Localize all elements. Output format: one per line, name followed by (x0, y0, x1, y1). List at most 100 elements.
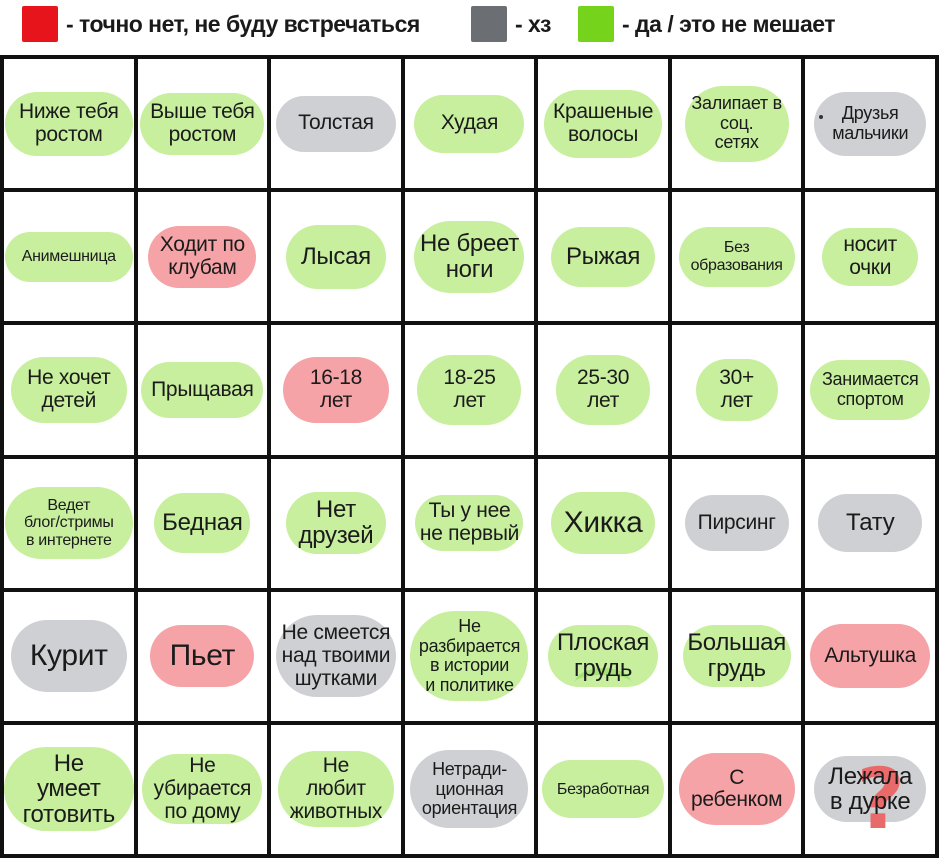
status-highlight-unsure (410, 750, 529, 829)
status-highlight-unsure (684, 495, 789, 552)
cell-label: Ведет блог/стримы в интернете (24, 497, 114, 549)
bingo-cell: Хикка (538, 458, 672, 592)
bingo-cell: Рыжая (538, 192, 672, 326)
legend: - точно нет, не буду встречаться - хз - … (0, 0, 939, 48)
bingo-cell: Не убирается по дому (137, 724, 272, 858)
bingo-cell: 16-18 лет (271, 325, 405, 459)
bingo-cell: Ведет блог/стримы в интернете (4, 458, 138, 592)
cell-label: Выше тебя ростом (150, 99, 255, 146)
bingo-grid: Ниже тебя ростом Выше тебя ростом Толстая Х… (0, 55, 939, 858)
status-highlight-no (678, 753, 795, 826)
cell-label: Нет друзей (298, 496, 374, 550)
status-highlight-yes (415, 495, 524, 552)
legend-text-unsure: - хз (515, 10, 551, 37)
cell-label: Тату (845, 509, 895, 537)
bingo-cell: Прыщавая (137, 325, 272, 459)
cell-label: 16-18 лет (309, 366, 363, 412)
bingo-cell: Лысая (271, 192, 405, 326)
status-highlight-yes (822, 227, 919, 286)
bingo-cell: С ребенком (671, 724, 806, 858)
status-highlight-yes (410, 611, 529, 702)
status-highlight-unsure (275, 95, 396, 152)
bingo-cell: Друзья мальчики (805, 59, 939, 193)
cell-label: Рыжая (565, 242, 641, 270)
bingo-cell: Выше тебя ростом (137, 59, 272, 193)
status-highlight-yes (551, 226, 656, 287)
cell-label: Хикка (563, 505, 643, 539)
cell-label: Ниже тебя ростом (19, 99, 119, 146)
cell-label: Толстая (298, 111, 374, 135)
cell-label: Худая (440, 111, 499, 135)
bingo-cell: 25-30 лет (538, 325, 672, 459)
cell-label: Бедная (162, 509, 243, 537)
status-highlight-yes (810, 359, 931, 420)
cell-label: Занимается спортом (821, 369, 919, 409)
status-highlight-yes (678, 226, 795, 287)
status-highlight-no (810, 624, 931, 689)
legend-item-unsure: - хз (471, 6, 551, 42)
bingo-cell: Не бреет ноги (404, 192, 539, 326)
bingo-cell: Бедная (137, 458, 272, 592)
cell-label: Не умеет готовить (22, 749, 116, 829)
dot-mark (819, 115, 824, 119)
bingo-cell: Курит (4, 591, 138, 725)
cell-label: Нетради- ционная ориентация (421, 759, 518, 819)
cell-label: носит очки (843, 233, 898, 279)
cell-label: 18-25 лет (443, 366, 496, 412)
bingo-cell: Пьет (137, 591, 272, 725)
bingo-cell: Альтушка (805, 591, 939, 725)
status-highlight-yes (141, 361, 264, 418)
cell-label: Анимешница (21, 248, 116, 266)
status-highlight-unsure (10, 620, 127, 693)
legend-item-yes: - да / это не мешает (578, 6, 836, 42)
bingo-cell: Не смеется над твоими шутками (271, 591, 405, 725)
cell-label: Пирсинг (697, 510, 776, 534)
bingo-cell: Не умеет готовить (4, 724, 138, 858)
cell-label: Залипает в соц. сетях (691, 93, 782, 153)
cell-label: Не смеется над твоими шутками (281, 621, 391, 690)
cell-label: Большая грудь (687, 629, 786, 683)
status-highlight-yes (285, 224, 386, 289)
status-highlight-yes (277, 751, 394, 828)
bingo-cell: 30+ лет (671, 325, 806, 459)
status-highlight-yes (4, 91, 133, 156)
bingo-cell: Худая (404, 59, 539, 193)
bingo-cell: Залипает в соц. сетях (671, 59, 806, 193)
status-highlight-yes (4, 487, 133, 560)
status-highlight-unsure (814, 91, 927, 156)
legend-swatch-green (578, 6, 614, 42)
bingo-cell: Занимается спортом (805, 325, 939, 459)
cell-label: Альтушка (824, 643, 917, 667)
bingo-cell: Тату (805, 458, 939, 592)
cell-label: Не хочет детей (27, 366, 111, 412)
status-highlight-yes (544, 89, 663, 158)
legend-text-no: - точно нет, не буду встречаться (66, 10, 420, 37)
cell-label: Крашеные волосы (553, 99, 654, 146)
cell-label: Не бреет ноги (420, 229, 519, 283)
legend-text-yes: - да / это не мешает (622, 10, 836, 37)
bingo-cell: ? Лежала в дурке (805, 724, 939, 858)
status-highlight-yes (414, 220, 525, 293)
bingo-cell: Не любит животных (271, 724, 405, 858)
status-highlight-yes (414, 94, 525, 153)
cell-label: Ходит по клубам (159, 233, 245, 279)
cell-label: Друзья мальчики (832, 103, 909, 143)
legend-swatch-red (22, 6, 58, 42)
status-highlight-yes (4, 747, 134, 832)
status-highlight-yes (551, 492, 656, 555)
bingo-cell: Анимешница (4, 192, 138, 326)
cell-label: Прыщавая (151, 377, 254, 401)
status-highlight-no (148, 225, 257, 288)
status-highlight-yes (142, 754, 263, 825)
status-highlight-unsure (275, 615, 396, 698)
bingo-cell: Ты у нее не первый (404, 458, 539, 592)
cell-label: 25-30 лет (576, 366, 630, 412)
bingo-cell: Крашеные волосы (538, 59, 672, 193)
cell-label: Безработная (556, 780, 650, 798)
status-highlight-no (282, 356, 389, 423)
cell-label: Лежала в дурке (828, 762, 913, 816)
cell-label: Без образования (690, 239, 783, 274)
bingo-cell: Не хочет детей (4, 325, 138, 459)
bingo-cell: Не разбирается в истории и политике (404, 591, 539, 725)
bingo-cell: Ниже тебя ростом (4, 59, 138, 193)
